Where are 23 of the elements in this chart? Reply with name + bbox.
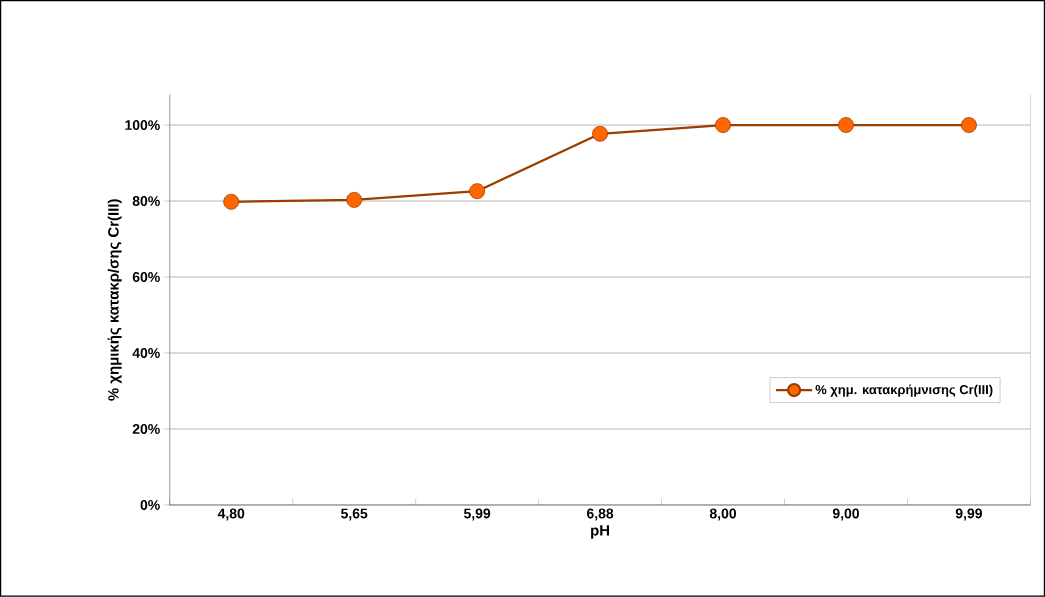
point [961, 117, 977, 134]
y-tick-label: 20% [132, 424, 160, 435]
x-tick-label: 5,99 [463, 508, 491, 521]
legend-label: % χημ. κατακρήμνισης Cr(III) [815, 384, 993, 397]
x-tick-label: 9,00 [832, 508, 859, 521]
point [715, 117, 731, 134]
x-tick-label: 4,80 [217, 508, 245, 521]
x-tick-label: 6,88 [587, 508, 614, 521]
x-tick-label: 5,65 [341, 508, 368, 521]
y-tick-label: 100% [125, 120, 160, 131]
y-tick-label: 0% [140, 500, 160, 511]
point [592, 126, 608, 142]
y-tick-label: 40% [132, 348, 160, 359]
x-tick-label: 9,99 [955, 508, 982, 521]
x-axis-title: pH [591, 525, 610, 539]
point [838, 117, 854, 134]
point [469, 183, 486, 200]
point [223, 194, 240, 210]
point [346, 192, 363, 208]
x-tick-label: 8,00 [709, 508, 737, 521]
y-tick-label: 80% [132, 196, 160, 207]
y-tick-label: 60% [132, 272, 160, 283]
y-axis-title: % χημικής κατακρ/σης Cr(III) [107, 199, 122, 401]
